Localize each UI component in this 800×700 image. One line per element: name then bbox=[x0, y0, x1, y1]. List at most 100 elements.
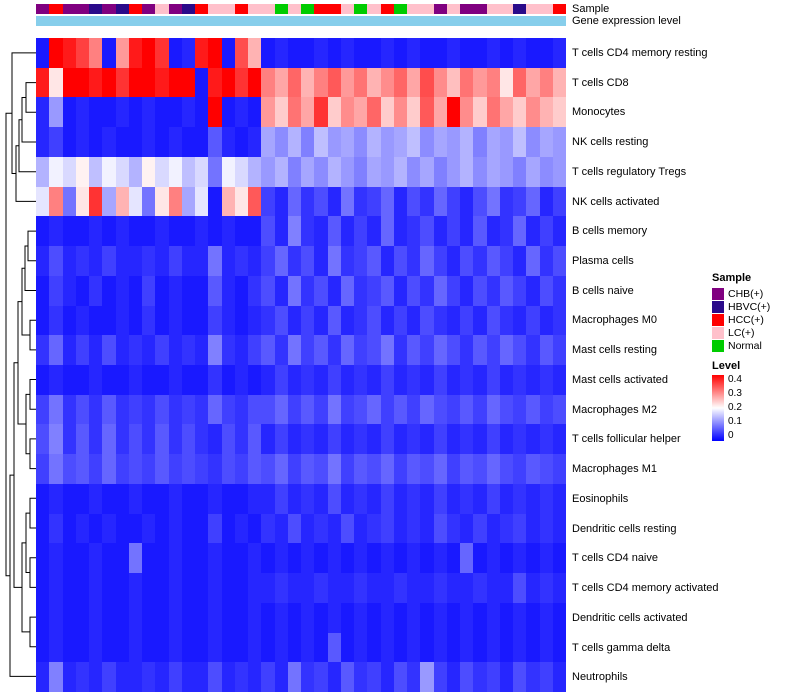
heatmap-cell bbox=[274, 216, 288, 247]
heatmap-cell bbox=[75, 335, 89, 365]
heatmap-cell bbox=[340, 305, 354, 336]
heatmap-cell bbox=[473, 483, 487, 514]
row-label: T cells regulatory Tregs bbox=[572, 165, 687, 178]
heatmap-cell bbox=[62, 305, 76, 336]
heatmap-cell bbox=[234, 543, 248, 574]
heatmap-cell bbox=[473, 632, 487, 663]
legend-panel: Sample CHB(+) HBVC(+) HCC(+) LC(+) Normal Le… bbox=[712, 272, 770, 441]
heatmap-cell bbox=[473, 186, 487, 217]
heatmap-cell bbox=[115, 246, 129, 276]
sample-legend-entry: LC(+) bbox=[712, 326, 770, 339]
sample-legend-entry: Normal bbox=[712, 339, 770, 352]
heatmap-cell bbox=[36, 424, 50, 455]
heatmap-cell bbox=[274, 632, 288, 663]
heatmap-cell bbox=[155, 246, 169, 276]
heatmap-cell bbox=[301, 483, 315, 514]
heatmap-cell bbox=[128, 156, 142, 187]
heatmap-cell bbox=[89, 246, 103, 276]
heatmap-cell bbox=[407, 394, 421, 425]
heatmap-cell bbox=[274, 67, 288, 98]
heatmap-cell bbox=[155, 156, 169, 187]
heatmap-cell bbox=[513, 156, 527, 187]
heatmap-cell bbox=[208, 602, 222, 633]
heatmap-cell bbox=[552, 275, 566, 306]
heatmap-cell bbox=[248, 483, 262, 514]
heatmap-cell bbox=[49, 38, 63, 68]
heatmap-cell bbox=[327, 573, 341, 603]
heatmap-cell bbox=[195, 513, 209, 544]
heatmap-cell bbox=[102, 424, 116, 455]
heatmap-cell bbox=[181, 38, 195, 68]
row-label: Macrophages M1 bbox=[572, 463, 657, 476]
heatmap-cell bbox=[89, 38, 103, 68]
heatmap-cell bbox=[407, 156, 421, 187]
heatmap-cell bbox=[314, 335, 328, 365]
heatmap-cell bbox=[420, 97, 434, 128]
heatmap-cell bbox=[115, 513, 129, 544]
sample-annotation-cell bbox=[446, 4, 460, 14]
sample-annotation-cell bbox=[62, 4, 76, 14]
heatmap-cell bbox=[340, 602, 354, 633]
heatmap-cell bbox=[261, 454, 275, 484]
heatmap-cell bbox=[393, 186, 407, 217]
heatmap-cell bbox=[274, 335, 288, 365]
heatmap-cell bbox=[75, 364, 89, 395]
heatmap-cell bbox=[340, 127, 354, 157]
heatmap-cell bbox=[393, 513, 407, 544]
heatmap-cell bbox=[115, 97, 129, 128]
heatmap-cell bbox=[380, 38, 394, 68]
sample-legend-entries: CHB(+) HBVC(+) HCC(+) LC(+) Normal bbox=[712, 287, 770, 352]
heatmap-cell bbox=[287, 156, 301, 187]
heatmap-cell bbox=[49, 454, 63, 484]
heatmap-cell bbox=[221, 513, 235, 544]
heatmap-cell bbox=[128, 394, 142, 425]
heatmap-cell bbox=[354, 127, 368, 157]
heatmap-cell bbox=[367, 246, 381, 276]
heatmap-cell bbox=[234, 127, 248, 157]
heatmap-cell bbox=[287, 543, 301, 574]
heatmap-cell bbox=[473, 364, 487, 395]
heatmap-cell bbox=[115, 305, 129, 336]
heatmap-cell bbox=[552, 156, 566, 187]
sample-annotation-cell bbox=[340, 4, 354, 14]
heatmap-cell bbox=[513, 97, 527, 128]
sample-legend-entry: CHB(+) bbox=[712, 287, 770, 300]
heatmap-cell bbox=[499, 543, 513, 574]
heatmap-cell bbox=[261, 513, 275, 544]
heatmap-cell bbox=[367, 216, 381, 247]
heatmap-cell bbox=[420, 632, 434, 663]
heatmap-cell bbox=[36, 275, 50, 306]
heatmap-cell bbox=[340, 543, 354, 574]
sample-annotation-cell bbox=[314, 4, 328, 14]
heatmap-cell bbox=[248, 602, 262, 633]
heatmap-cell bbox=[354, 216, 368, 247]
heatmap-cell bbox=[367, 483, 381, 514]
heatmap-cell bbox=[287, 364, 301, 395]
heatmap-cell bbox=[195, 127, 209, 157]
heatmap-cell bbox=[354, 483, 368, 514]
heatmap-cell bbox=[142, 483, 156, 514]
heatmap-cell bbox=[49, 662, 63, 692]
heatmap-cell bbox=[168, 573, 182, 603]
heatmap-cell bbox=[102, 67, 116, 98]
heatmap-cell bbox=[446, 454, 460, 484]
heatmap-cell bbox=[234, 573, 248, 603]
heatmap-cell bbox=[407, 543, 421, 574]
heatmap-cell bbox=[301, 335, 315, 365]
heatmap-cell bbox=[340, 246, 354, 276]
heatmap-cell bbox=[89, 305, 103, 336]
sample-annotation-cell bbox=[380, 4, 394, 14]
heatmap-cell bbox=[62, 186, 76, 217]
heatmap-cell bbox=[102, 97, 116, 128]
heatmap-cell bbox=[539, 394, 553, 425]
heatmap-cell bbox=[380, 127, 394, 157]
heatmap-cell bbox=[552, 483, 566, 514]
heatmap-cell bbox=[460, 246, 474, 276]
legend-label: HBVC(+) bbox=[728, 300, 771, 313]
heatmap-cell bbox=[446, 246, 460, 276]
heatmap-cell bbox=[460, 38, 474, 68]
heatmap-cell bbox=[287, 97, 301, 128]
heatmap-cell bbox=[49, 335, 63, 365]
heatmap-cell bbox=[460, 364, 474, 395]
heatmap-cell bbox=[221, 662, 235, 692]
